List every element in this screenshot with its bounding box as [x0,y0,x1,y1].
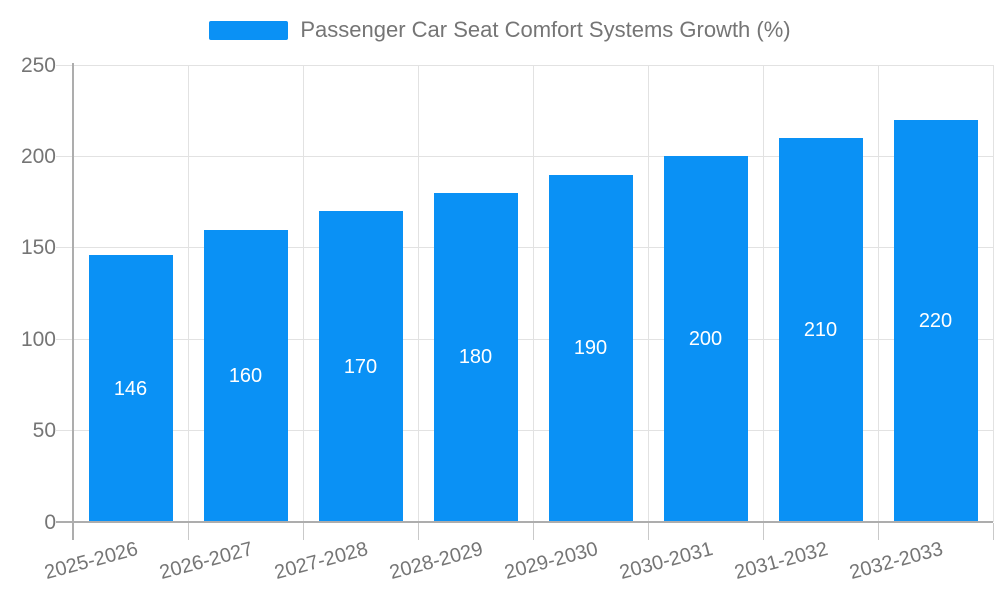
x-axis-tick-label: 2027-2028 [272,538,371,585]
legend-swatch-icon [209,20,289,40]
bar[interactable]: 170 [318,211,403,522]
bar[interactable]: 200 [663,156,748,522]
legend-label: Passenger Car Seat Comfort Systems Growt… [300,17,791,42]
x-axis-tick-label: 2030-2031 [617,538,716,585]
y-axis-tick-label: 250 [20,53,56,77]
bar-value-label: 190 [573,337,608,360]
bar-value-label: 160 [228,364,263,387]
gridline-vertical [417,65,419,522]
x-axis-tick-label: 2026-2027 [157,538,256,585]
y-axis-tick-label: 0 [44,510,56,534]
gridline-vertical [302,65,304,522]
x-axis-tick-label: 2031-2032 [732,538,831,585]
x-axis-tick-mark [877,523,879,540]
bar-value-label: 146 [113,377,148,400]
x-axis-tick-label: 2029-2030 [502,538,601,585]
bar-value-label: 170 [343,355,378,378]
gridline-vertical [877,65,879,522]
bar[interactable]: 190 [548,174,633,522]
gridline-horizontal [56,64,993,66]
bar-value-label: 200 [688,328,723,351]
y-axis-tick-label: 200 [20,144,56,168]
bar[interactable]: 220 [893,119,978,522]
legend-item[interactable]: Passenger Car Seat Comfort Systems Growt… [209,14,791,46]
y-axis-tick-label: 100 [20,327,56,351]
y-axis-line [72,63,74,540]
bar-value-label: 180 [458,346,493,369]
bar[interactable]: 180 [433,192,518,522]
x-axis-tick-mark [762,523,764,540]
x-axis-tick-label: 2025-2026 [42,538,141,585]
y-axis-tick-label: 50 [32,419,56,443]
gridline-vertical [762,65,764,522]
bar[interactable]: 146 [88,255,173,522]
gridline-vertical [647,65,649,522]
bar[interactable]: 160 [203,229,288,522]
x-axis-line [56,521,993,523]
gridline-vertical [992,65,994,522]
y-axis-tick-label: 150 [20,236,56,260]
legend: Passenger Car Seat Comfort Systems Growt… [0,14,1000,46]
gridline-vertical [187,65,189,522]
x-axis-tick-label: 2032-2033 [847,538,946,585]
bar-value-label: 220 [918,309,953,332]
x-axis-tick-mark [302,523,304,540]
gridline-horizontal [56,338,993,340]
x-axis-tick-mark [532,523,534,540]
gridline-horizontal [56,430,993,432]
gridline-horizontal [56,247,993,249]
bar[interactable]: 210 [778,138,863,522]
x-axis-tick-mark [417,523,419,540]
x-axis-tick-mark [187,523,189,540]
x-axis-tick-mark [992,523,994,540]
x-axis-tick-mark [647,523,649,540]
gridline-vertical [532,65,534,522]
bar-value-label: 210 [803,319,838,342]
x-axis-tick-label: 2028-2029 [387,538,486,585]
gridline-horizontal [56,155,993,157]
